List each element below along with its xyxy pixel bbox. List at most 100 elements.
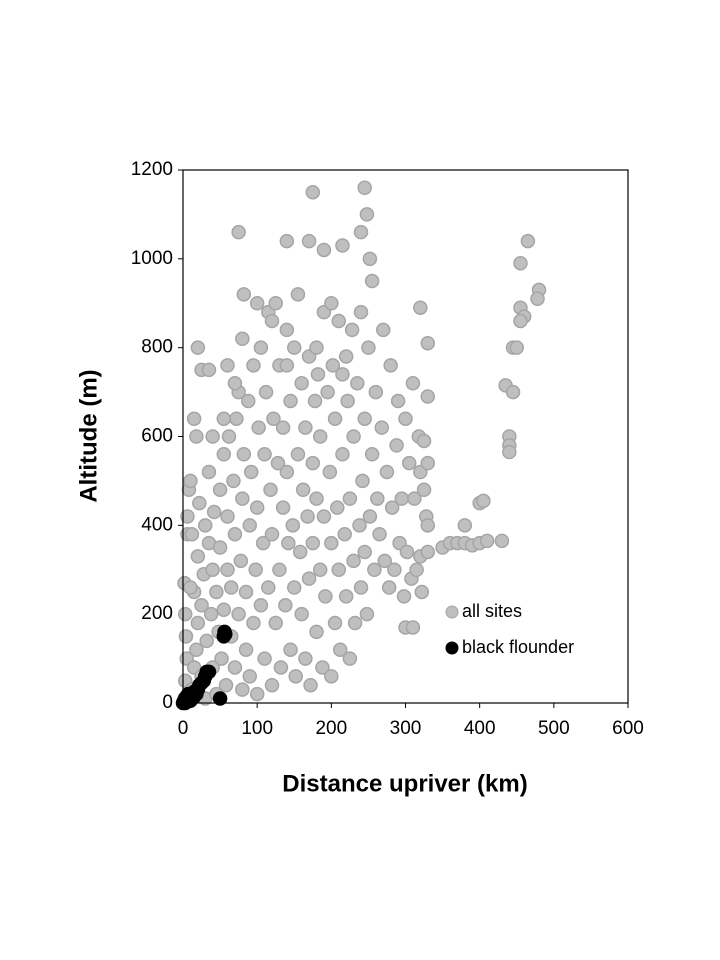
data-point — [315, 660, 330, 675]
data-point — [350, 375, 365, 391]
data-point — [394, 491, 410, 506]
data-point — [330, 500, 345, 515]
data-point — [457, 518, 473, 533]
data-point — [312, 562, 328, 577]
data-point — [377, 553, 392, 569]
data-point — [416, 433, 432, 449]
data-point — [186, 411, 202, 426]
data-point — [209, 584, 224, 600]
data-point — [340, 393, 355, 409]
data-point — [309, 491, 324, 506]
data-point — [357, 544, 372, 560]
data-point — [316, 509, 332, 524]
data-point — [216, 447, 232, 462]
data-point — [226, 473, 241, 489]
data-point — [316, 242, 332, 258]
data-point — [235, 491, 250, 506]
legend-marker — [445, 605, 459, 619]
data-point — [183, 473, 198, 489]
data-point — [389, 438, 404, 453]
y-tick-label: 200 — [141, 603, 173, 624]
data-point — [505, 384, 521, 400]
y-tick-label: 800 — [141, 337, 173, 358]
data-point — [194, 598, 209, 613]
data-point — [420, 544, 435, 560]
data-point — [283, 393, 298, 409]
data-point — [218, 677, 234, 693]
data-point — [401, 455, 417, 471]
data-point — [494, 533, 510, 549]
data-point — [502, 444, 517, 460]
data-point — [338, 349, 354, 364]
data-point — [199, 633, 214, 649]
data-point — [263, 482, 278, 498]
data-point — [405, 375, 421, 391]
data-point — [357, 180, 372, 196]
data-point — [305, 455, 321, 471]
data-point — [235, 682, 250, 697]
x-tick-label: 0 — [178, 718, 189, 739]
data-point — [342, 491, 358, 506]
data-point — [180, 509, 195, 524]
data-point — [294, 606, 309, 622]
data-point — [338, 589, 354, 604]
data-point — [409, 562, 424, 577]
data-point — [337, 526, 352, 542]
data-point — [212, 691, 228, 706]
data-point — [322, 464, 338, 480]
data-point — [303, 677, 318, 693]
data-point — [283, 642, 298, 657]
data-point — [287, 340, 302, 355]
data-point — [359, 606, 375, 622]
legend-label: all sites — [462, 601, 522, 621]
data-point — [246, 615, 261, 631]
y-tick-label: 600 — [141, 426, 173, 447]
data-point — [231, 606, 246, 622]
data-point — [212, 540, 228, 555]
data-point — [242, 518, 257, 533]
data-point — [305, 535, 321, 551]
data-point — [253, 598, 269, 613]
data-point — [372, 526, 387, 542]
data-point — [183, 580, 198, 595]
data-point — [362, 509, 378, 524]
data-point — [399, 544, 415, 560]
data-point — [275, 500, 291, 515]
data-point — [201, 464, 217, 480]
data-point — [212, 482, 228, 498]
data-point — [233, 553, 249, 569]
data-point — [295, 482, 311, 498]
data-point — [190, 615, 206, 631]
data-point — [231, 224, 246, 240]
data-point — [205, 429, 220, 444]
data-point — [325, 358, 341, 373]
data-point — [364, 447, 380, 462]
x-tick-label: 100 — [241, 718, 273, 739]
data-point — [376, 322, 391, 338]
data-point — [513, 313, 528, 329]
data-point — [294, 375, 309, 391]
data-point — [352, 518, 367, 533]
data-point — [384, 500, 400, 515]
data-point — [268, 296, 283, 311]
data-point — [279, 464, 295, 480]
data-point — [357, 411, 372, 426]
data-point — [264, 313, 280, 329]
data-point — [290, 447, 306, 462]
data-point — [249, 500, 265, 515]
data-point — [407, 491, 422, 506]
data-point — [279, 322, 295, 338]
data-point — [312, 429, 328, 444]
data-point — [513, 256, 528, 271]
data-point — [257, 447, 272, 462]
data-point — [509, 340, 524, 355]
data-point — [201, 362, 217, 378]
data-point — [361, 340, 376, 355]
data-point — [184, 526, 200, 542]
data-point — [192, 495, 207, 511]
data-point — [307, 393, 323, 409]
data-point — [238, 584, 254, 600]
data-point — [249, 296, 265, 311]
data-point — [251, 420, 266, 435]
